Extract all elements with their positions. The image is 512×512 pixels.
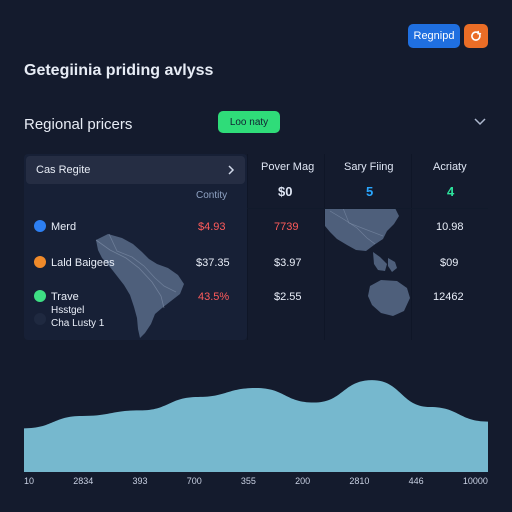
refresh-button[interactable] xyxy=(464,24,488,48)
chevron-right-icon xyxy=(228,165,235,175)
column-badge: 5 xyxy=(366,184,374,199)
column-badge: 4 xyxy=(447,184,455,199)
x-tick: 700 xyxy=(186,476,202,486)
asia-oceania-map xyxy=(325,208,410,316)
x-tick: 10000 xyxy=(462,476,488,486)
column-separator xyxy=(324,154,325,340)
column-separator xyxy=(247,154,248,340)
x-tick: 393 xyxy=(132,476,148,486)
column-value: $09 xyxy=(440,257,459,269)
region-dropdown[interactable]: Cas Regite xyxy=(26,156,245,184)
column-badge: $0 xyxy=(278,184,293,199)
chevron-down-icon[interactable] xyxy=(474,117,486,127)
americas-map xyxy=(95,233,184,338)
column-value: 12462 xyxy=(433,291,464,303)
section-title: Regional pricers xyxy=(24,116,133,133)
column-header: Sary Fiing xyxy=(344,161,394,173)
column-separator xyxy=(411,154,412,340)
x-tick: 10 xyxy=(24,476,35,486)
area-chart xyxy=(24,380,488,472)
country-label: Contity xyxy=(196,190,228,201)
column-value: $2.55 xyxy=(274,291,302,303)
x-tick: 355 xyxy=(240,476,256,486)
row-label: Lald Baigees xyxy=(51,257,115,269)
column-value: $3.97 xyxy=(274,257,302,269)
status-pill[interactable]: Loo naty xyxy=(218,111,280,133)
header-separator xyxy=(247,208,488,209)
row-label: Merd xyxy=(51,221,77,233)
top-toolbar: Regnipd xyxy=(408,24,488,48)
note-dot xyxy=(34,313,46,325)
x-tick: 2810 xyxy=(349,476,370,486)
page-title: Getegiinia priding avlyss xyxy=(24,62,214,79)
column-value: 10.98 xyxy=(436,221,464,233)
row-value: 43.5% xyxy=(198,291,230,303)
primary-button[interactable]: Regnipd xyxy=(408,24,460,48)
region-dropdown-label: Cas Regite xyxy=(36,164,91,176)
refresh-icon xyxy=(471,30,482,41)
column-header: Pover Mag xyxy=(261,161,315,173)
row-label: Trave xyxy=(51,291,79,303)
note-line-1: Hsstgel xyxy=(51,305,85,316)
x-tick: 446 xyxy=(408,476,424,486)
x-tick: 2834 xyxy=(73,476,94,486)
row-value: $4.93 xyxy=(198,221,226,233)
x-tick: 200 xyxy=(295,476,311,486)
area-series xyxy=(24,380,488,472)
row-value: $37.35 xyxy=(196,257,230,269)
column-value: 7739 xyxy=(274,221,299,233)
x-axis-ticks: 10 2834 393 700 355 200 2810 446 10000 xyxy=(24,476,488,486)
row-dot-lald-baigees xyxy=(34,256,46,268)
column-header: Acriaty xyxy=(433,161,467,173)
row-dot-trave xyxy=(34,290,46,302)
row-dot-merd xyxy=(34,220,46,232)
note-line-2: Cha Lusty 1 xyxy=(51,318,105,329)
